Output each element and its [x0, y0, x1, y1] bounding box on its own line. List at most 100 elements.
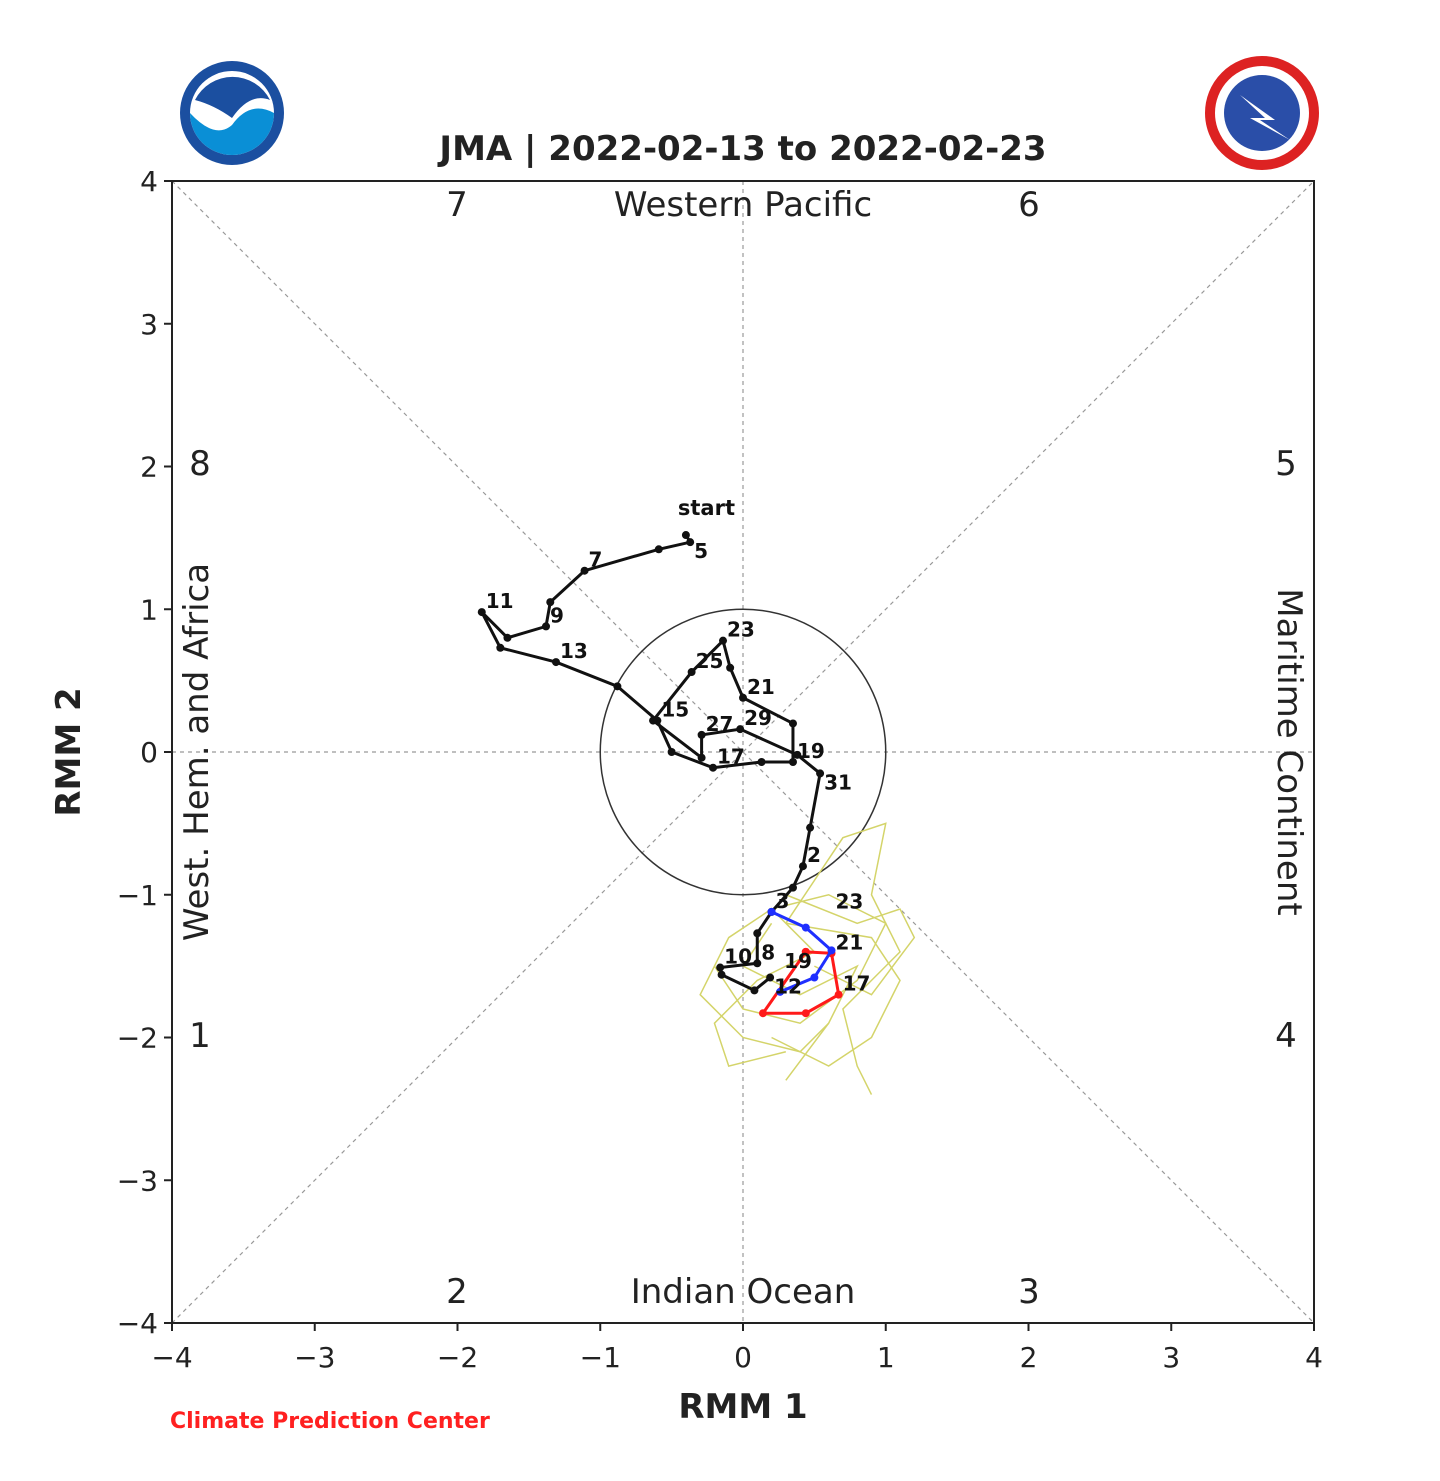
observed-point — [551, 658, 560, 667]
observed-day-label: 13 — [560, 639, 588, 663]
region-left: West. Hem. and Africa — [177, 563, 217, 941]
x-tick-label: 0 — [734, 1341, 752, 1374]
observed-point — [716, 963, 725, 972]
observed-point — [736, 725, 745, 734]
observed-point — [613, 682, 622, 691]
y-tick-label: −1 — [117, 879, 158, 912]
observed-day-label: 8 — [761, 940, 775, 964]
observed-day-label: 17 — [717, 745, 745, 769]
observed-day-label: 7 — [589, 548, 603, 572]
observed-point — [697, 730, 706, 739]
observed-day-label: 5 — [694, 539, 708, 563]
start-label: start — [678, 496, 735, 520]
x-tick-label: −2 — [437, 1341, 478, 1374]
observed-day-label: 9 — [550, 603, 564, 627]
ensemble-member-line — [741, 922, 859, 1081]
phase-8: 8 — [189, 444, 211, 484]
observed-point — [580, 566, 589, 575]
phase-1: 1 — [189, 1016, 211, 1056]
observed-point — [681, 531, 690, 540]
phase-3: 3 — [1018, 1272, 1040, 1312]
observed-day-label: 10 — [724, 945, 752, 969]
diagonal-gridline — [171, 180, 1315, 1324]
observed-day-label: 23 — [727, 618, 755, 642]
observed-point — [816, 769, 825, 778]
observed-point — [496, 643, 505, 652]
observed-point — [757, 757, 766, 766]
y-tick-label: 0 — [140, 736, 158, 769]
forecast-red-point — [801, 1009, 810, 1018]
observed-day-label: 2 — [807, 843, 821, 867]
x-axis-label: RMM 1 — [678, 1387, 807, 1427]
observed-point — [649, 716, 658, 725]
phase-2: 2 — [446, 1272, 468, 1312]
phase-6: 6 — [1018, 185, 1040, 225]
y-tick-label: 2 — [140, 451, 158, 484]
forecast-blue-point — [801, 923, 810, 932]
observed-point — [793, 750, 802, 759]
x-tick-label: −1 — [580, 1341, 621, 1374]
observed-point — [750, 986, 759, 995]
ensemble-member-line — [771, 922, 901, 1067]
y-axis-label: RMM 2 — [49, 687, 89, 816]
region-top: Western Pacific — [614, 185, 872, 225]
ensemble-member-line — [713, 908, 816, 1067]
forecast-blue-day-label: 19 — [784, 949, 812, 973]
observed-day-label: 21 — [747, 675, 775, 699]
forecast-red-line — [760, 950, 841, 1015]
observed-point — [687, 668, 696, 677]
observed-point — [739, 693, 747, 702]
observed-point — [503, 633, 512, 642]
forecast-red-point — [801, 947, 810, 956]
chart-title: JMA | 2022-02-13 to 2022-02-23 — [437, 129, 1046, 169]
observed-point — [546, 598, 555, 607]
observed-point — [542, 622, 551, 631]
x-tick-label: 2 — [1020, 1341, 1038, 1374]
forecast-red-point — [834, 990, 843, 999]
observed-point — [788, 883, 797, 892]
y-tick-label: −4 — [117, 1307, 158, 1340]
noaa-logo — [180, 61, 284, 165]
x-tick-label: −3 — [294, 1341, 335, 1374]
observed-point — [766, 973, 775, 982]
observed-point — [654, 545, 663, 554]
amplitude-circle — [599, 608, 887, 896]
observed-day-label: 19 — [797, 739, 825, 763]
region-right: Maritime Continent — [1269, 588, 1309, 915]
forecast-blue-point — [767, 907, 776, 916]
observed-point — [477, 608, 486, 617]
forecast-red-day-label: 17 — [843, 972, 871, 996]
observed-point — [806, 823, 815, 832]
diagonal-gridline — [171, 180, 1315, 1324]
y-tick-label: −2 — [117, 1022, 158, 1055]
ensemble-member-line — [713, 893, 887, 1025]
nws-logo — [1205, 56, 1319, 170]
x-tick-label: 1 — [877, 1341, 895, 1374]
observed-day-label: 31 — [824, 770, 852, 794]
forecast-blue-day-label: 23 — [836, 889, 864, 913]
credit-text: Climate Prediction Center — [170, 1409, 490, 1434]
observed-point — [667, 748, 676, 756]
observed-point — [798, 862, 807, 871]
observed-point — [717, 970, 726, 979]
observed-point — [726, 663, 735, 672]
phase-4: 4 — [1275, 1016, 1297, 1056]
phase-5: 5 — [1275, 444, 1297, 484]
observed-day-label: 12 — [774, 975, 802, 999]
forecast-red-day-label: 21 — [836, 930, 864, 954]
observed-day-label: 11 — [486, 589, 514, 613]
observed-day-label: 3 — [776, 889, 790, 913]
x-tick-label: 4 — [1305, 1341, 1323, 1374]
observed-day-label: 25 — [696, 649, 724, 673]
forecast-red-point — [758, 1009, 767, 1018]
observed-point — [686, 538, 695, 547]
observed-point — [719, 636, 728, 645]
observed-point — [788, 757, 797, 766]
region-bottom: Indian Ocean — [631, 1272, 856, 1312]
ensemble-member-line — [785, 822, 901, 1095]
x-tick-label: 3 — [1162, 1341, 1180, 1374]
observed-day-label: 27 — [706, 712, 734, 736]
y-tick-label: 1 — [140, 593, 158, 626]
observed-point — [753, 959, 762, 968]
